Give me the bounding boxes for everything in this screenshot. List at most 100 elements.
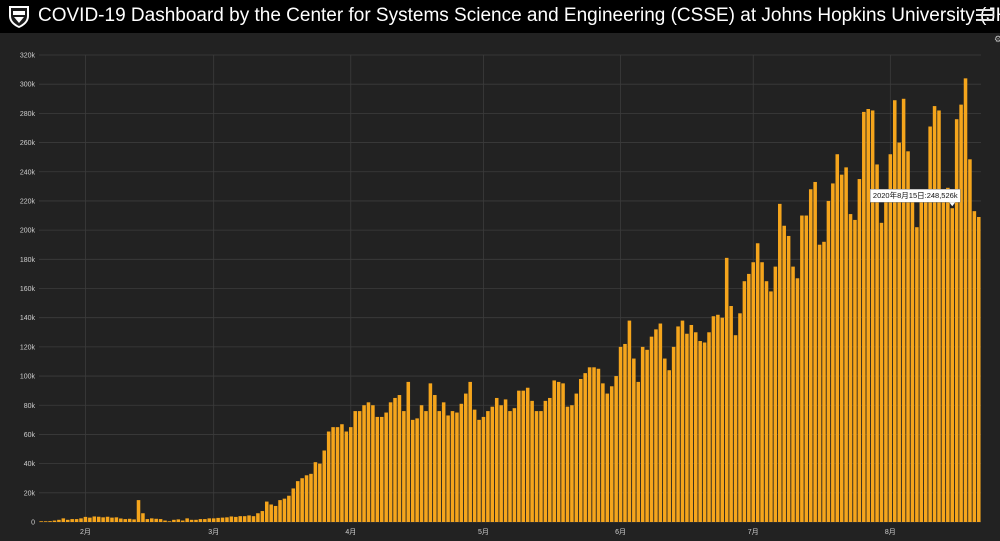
bar[interactable] — [627, 320, 632, 522]
bar[interactable] — [494, 397, 499, 522]
bar[interactable] — [632, 358, 636, 522]
bar[interactable] — [693, 332, 698, 522]
bar[interactable] — [74, 519, 79, 522]
hamburger-menu-icon[interactable] — [976, 6, 994, 26]
bar[interactable] — [145, 519, 150, 522]
bar[interactable] — [264, 501, 269, 522]
bar[interactable] — [941, 195, 946, 522]
bar[interactable] — [486, 411, 490, 522]
bar[interactable] — [127, 518, 132, 522]
bar[interactable] — [357, 411, 362, 522]
bar[interactable] — [83, 516, 88, 522]
bar[interactable] — [795, 278, 800, 522]
bar[interactable] — [822, 241, 826, 523]
bar[interactable] — [539, 411, 543, 522]
bar[interactable] — [304, 475, 309, 522]
bar[interactable] — [198, 519, 203, 522]
bar[interactable] — [892, 100, 897, 522]
bar[interactable] — [203, 519, 207, 522]
bar[interactable] — [870, 110, 875, 523]
bar[interactable] — [371, 405, 375, 522]
bar[interactable] — [689, 324, 694, 522]
bar[interactable] — [512, 408, 517, 522]
bar[interactable] — [570, 405, 574, 522]
bar[interactable] — [928, 126, 932, 523]
bar[interactable] — [769, 291, 773, 522]
bar[interactable] — [848, 214, 853, 522]
bar[interactable] — [287, 495, 291, 522]
bar[interactable] — [773, 266, 778, 522]
bar[interactable] — [499, 405, 503, 522]
bar[interactable] — [937, 110, 941, 523]
bar[interactable] — [366, 402, 371, 522]
bar[interactable] — [419, 405, 424, 522]
bar[interactable] — [636, 381, 641, 522]
bar[interactable] — [92, 516, 97, 522]
bar[interactable] — [119, 518, 123, 522]
bar[interactable] — [503, 399, 508, 522]
bar[interactable] — [826, 200, 831, 522]
bar[interactable] — [530, 400, 534, 522]
bar[interactable] — [216, 517, 220, 522]
bar[interactable] — [946, 187, 950, 522]
bar[interactable] — [335, 427, 340, 522]
bar[interactable] — [963, 78, 968, 522]
bar[interactable] — [857, 179, 862, 522]
bar[interactable] — [428, 383, 433, 522]
bar[interactable] — [331, 427, 335, 522]
bar[interactable] — [742, 281, 747, 522]
bar[interactable] — [645, 349, 649, 522]
bar[interactable] — [875, 164, 879, 522]
bar[interactable] — [141, 513, 145, 522]
bar[interactable] — [490, 406, 495, 522]
bar[interactable] — [123, 519, 128, 522]
bar[interactable] — [393, 397, 397, 522]
bar[interactable] — [738, 313, 742, 522]
bar[interactable] — [300, 478, 304, 522]
bar[interactable] — [583, 373, 587, 522]
bar[interactable] — [561, 383, 565, 522]
bar[interactable] — [711, 316, 716, 522]
bar[interactable] — [437, 411, 442, 522]
bar[interactable] — [800, 215, 804, 522]
bar[interactable] — [322, 450, 327, 522]
bar[interactable] — [817, 244, 822, 522]
bar[interactable] — [65, 519, 70, 522]
bar[interactable] — [446, 415, 450, 522]
bar[interactable] — [70, 519, 74, 522]
bar[interactable] — [609, 386, 614, 522]
bar[interactable] — [844, 167, 848, 522]
bar[interactable] — [729, 306, 733, 522]
bar[interactable] — [57, 519, 61, 522]
bar[interactable] — [110, 517, 114, 522]
bar[interactable] — [61, 518, 66, 522]
bar[interactable] — [919, 193, 924, 522]
bar[interactable] — [225, 517, 229, 522]
bar[interactable] — [747, 273, 751, 522]
bar[interactable] — [207, 518, 212, 522]
bar[interactable] — [923, 189, 928, 522]
bar[interactable] — [136, 500, 141, 522]
bar[interactable] — [180, 520, 185, 522]
bar[interactable] — [565, 406, 570, 522]
bar[interactable] — [578, 378, 583, 522]
bar[interactable] — [318, 463, 322, 522]
bar[interactable] — [269, 504, 273, 522]
bar[interactable] — [543, 400, 548, 522]
bar[interactable] — [410, 419, 415, 522]
bar[interactable] — [778, 203, 782, 522]
bar[interactable] — [472, 409, 477, 522]
bar[interactable] — [424, 411, 428, 522]
bar[interactable] — [340, 424, 344, 522]
bar[interactable] — [101, 517, 105, 522]
bar[interactable] — [808, 189, 813, 522]
bar[interactable] — [707, 332, 711, 522]
bar[interactable] — [468, 381, 472, 522]
bar[interactable] — [251, 516, 256, 522]
bar[interactable] — [441, 402, 446, 522]
bar[interactable] — [733, 335, 738, 522]
bar[interactable] — [724, 257, 729, 522]
bar[interactable] — [791, 266, 795, 522]
bar[interactable] — [79, 518, 83, 522]
bar[interactable] — [450, 411, 455, 522]
